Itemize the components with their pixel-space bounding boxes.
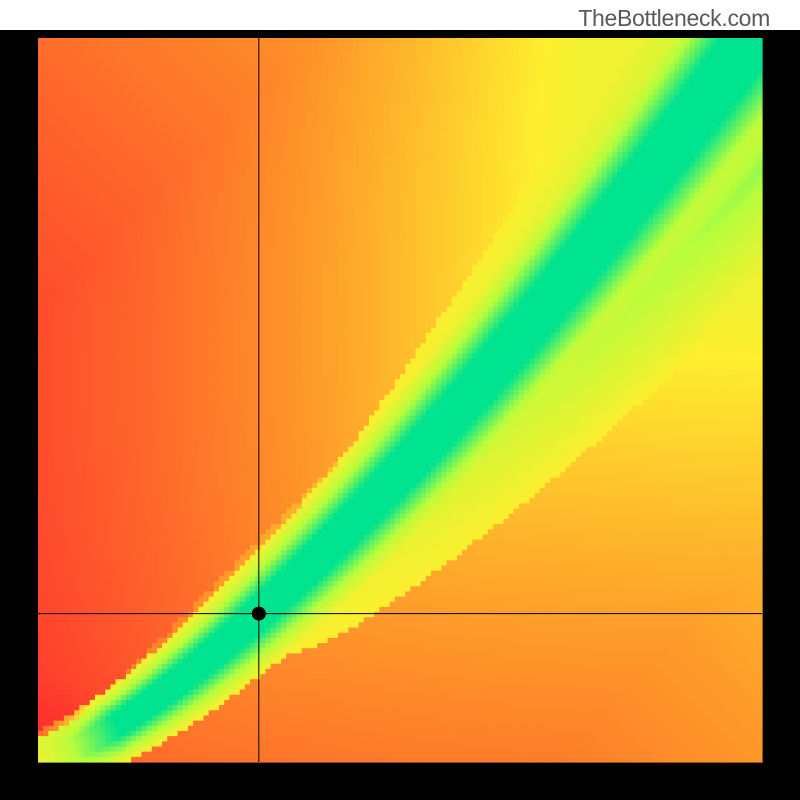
heatmap-cells [38,38,763,763]
watermark-text: TheBottleneck.com [578,5,770,32]
heatmap-svg [0,30,800,800]
crosshair-marker [252,607,266,621]
bottleneck-heatmap [0,30,800,800]
